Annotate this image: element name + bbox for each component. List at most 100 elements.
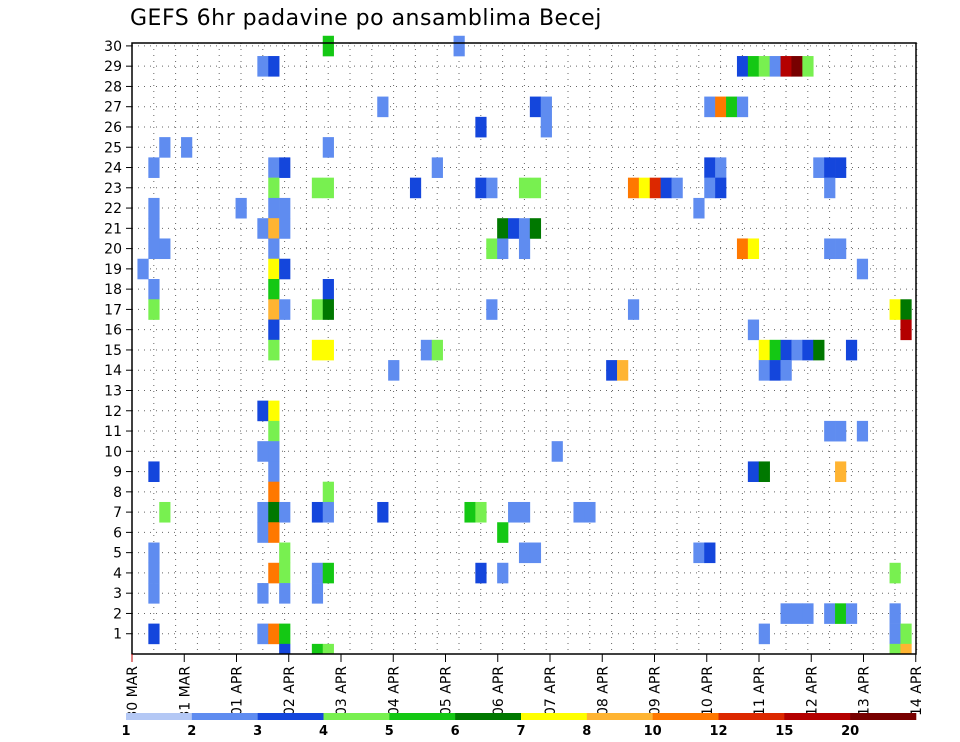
heatmap-cell	[758, 339, 770, 361]
heatmap-cell	[279, 583, 291, 604]
heatmap-cell	[475, 177, 487, 199]
heatmap-cell	[279, 542, 291, 564]
heatmap-cell	[322, 35, 334, 57]
heatmap-cell	[497, 218, 509, 239]
colorbar-swatch	[126, 713, 193, 720]
heatmap-cell	[311, 562, 324, 584]
heatmap-cell	[311, 583, 324, 604]
colorbar-swatch	[718, 713, 785, 720]
heatmap-cell	[529, 542, 542, 564]
heatmap-cell	[268, 279, 280, 300]
heatmap-cell	[497, 562, 509, 584]
heatmap-cell	[835, 157, 847, 178]
heatmap-cell	[148, 279, 160, 300]
heatmap-cell	[159, 137, 171, 158]
heatmap-cell	[279, 157, 291, 178]
heatmap-cells	[137, 35, 912, 655]
heatmap-cell	[802, 56, 814, 77]
heatmap-cell	[388, 360, 400, 381]
colorbar-label: 12	[709, 724, 727, 739]
heatmap-cell	[322, 299, 334, 320]
heatmap-cell	[649, 177, 661, 199]
heatmap-cell	[780, 603, 792, 624]
y-tick-label: 4	[113, 566, 122, 582]
colorbar-label: 6	[451, 724, 460, 739]
colorbar-swatch	[455, 713, 522, 720]
heatmap-cell	[148, 623, 160, 645]
colorbar-label: 4	[319, 724, 328, 739]
heatmap-cell	[475, 562, 487, 584]
y-tick-label: 30	[104, 39, 122, 55]
heatmap-cell	[268, 461, 280, 483]
heatmap-cell	[693, 542, 705, 564]
heatmap-cell	[322, 279, 334, 300]
heatmap-cell	[693, 197, 705, 219]
heatmap-cell	[540, 116, 552, 138]
x-tick-label: 14 APR	[909, 666, 925, 716]
heatmap-cell	[813, 339, 825, 361]
heatmap-cell	[377, 501, 389, 523]
heatmap-cell	[257, 400, 269, 422]
x-tick-label: 05 APR	[439, 666, 455, 716]
x-tick-label: 09 APR	[648, 666, 664, 716]
heatmap-cell	[900, 623, 912, 645]
heatmap-cell	[758, 623, 770, 645]
y-tick-label: 1	[113, 627, 122, 643]
heatmap-cell	[268, 339, 280, 361]
heatmap-cell	[627, 177, 640, 199]
colorbar-swatch	[521, 713, 588, 720]
heatmap-cell	[148, 157, 160, 178]
heatmap-cell	[747, 238, 760, 260]
heatmap-cell	[268, 177, 280, 199]
heatmap-cell	[322, 643, 334, 655]
heatmap-cell	[835, 603, 847, 624]
heatmap-cell	[889, 603, 901, 624]
heatmap-cell	[148, 299, 160, 320]
heatmap-cell	[736, 56, 749, 77]
colorbar: 1 2 3 4 5 6 7 8 10 12 15 20	[121, 713, 917, 739]
x-tick-label: 13 APR	[857, 666, 873, 716]
heatmap-cell	[736, 96, 749, 118]
y-tick-label: 5	[113, 546, 122, 562]
y-axis-ticks: 1234567891011121314151617181920212223242…	[104, 39, 132, 643]
heatmap-cell	[824, 177, 836, 199]
colorbar-label: 1	[121, 724, 130, 739]
heatmap-cell	[540, 96, 552, 118]
heatmap-cell	[758, 461, 770, 483]
y-tick-label: 6	[113, 525, 122, 541]
colorbar-swatch	[323, 713, 390, 720]
heatmap-cell	[464, 501, 476, 523]
heatmap-cell	[268, 623, 280, 645]
colorbar-swatch	[191, 713, 258, 720]
heatmap-cell	[518, 238, 531, 260]
heatmap-cell	[486, 238, 498, 260]
heatmap-cell	[377, 96, 389, 118]
heatmap-cell	[704, 177, 716, 199]
heatmap-cell	[769, 360, 781, 381]
heatmap-cell	[159, 501, 171, 523]
heatmap-cell	[268, 441, 280, 462]
y-tick-label: 16	[104, 323, 122, 339]
y-tick-label: 27	[104, 100, 122, 116]
heatmap-cell	[518, 542, 531, 564]
heatmap-cell	[137, 258, 149, 280]
heatmap-cell	[747, 56, 760, 77]
heatmap-cell	[268, 400, 280, 422]
heatmap-cell	[420, 339, 433, 361]
colorbar-swatch	[586, 713, 653, 720]
y-tick-label: 8	[113, 485, 122, 501]
heatmap-cell	[835, 238, 847, 260]
chart-title: GEFS 6hr padavine po ansamblima Becej	[130, 6, 602, 31]
heatmap-cell	[780, 56, 792, 77]
heatmap-cell	[268, 319, 280, 341]
heatmap-cell	[529, 218, 542, 239]
heatmap-cell	[584, 501, 596, 523]
y-tick-label: 3	[113, 586, 122, 602]
heatmap-cell	[279, 501, 291, 523]
heatmap-cell	[518, 177, 531, 199]
y-tick-label: 21	[104, 221, 122, 237]
heatmap-cell	[148, 218, 160, 239]
heatmap-cell	[704, 96, 716, 118]
heatmap-cell	[311, 299, 324, 320]
